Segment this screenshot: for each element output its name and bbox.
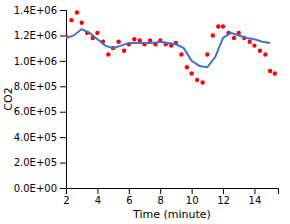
point (258, 48, 262, 52)
x-axis-label: Time (minute) (132, 208, 211, 221)
point (252, 43, 256, 47)
y-axis: 0.0E+00 2.0E+05 4.0E+05 6.0E+05 8.0E+05 1.0E+… (14, 5, 67, 194)
point (95, 31, 99, 35)
tick-label: 8 (158, 195, 164, 206)
point (75, 10, 79, 14)
tick-label: 1.0E+06 (14, 56, 57, 67)
tick: 1.2E+06 (14, 30, 66, 41)
y-axis-label: CO2 (2, 87, 15, 110)
tick: 1.4E+06 (14, 5, 66, 16)
tick-mark (60, 112, 66, 113)
tick-label: 4.0E+05 (14, 132, 57, 143)
line (66, 29, 270, 67)
point (179, 52, 183, 56)
point (106, 52, 110, 56)
tick: 14 (249, 188, 262, 206)
tick: 2 (63, 188, 69, 206)
tick: 1.0E+06 (14, 56, 66, 67)
tick-label: 12 (217, 195, 230, 206)
point (211, 33, 215, 37)
tick-mark (192, 188, 193, 194)
tick-label: 2 (63, 195, 69, 206)
tick-mark (60, 163, 66, 164)
tick-label: 2.0E+05 (14, 157, 57, 168)
tick-mark (129, 188, 130, 194)
point (148, 38, 152, 42)
tick-label: 1.4E+06 (14, 5, 57, 16)
tick-mark (254, 188, 255, 194)
point (189, 71, 193, 75)
tick-mark (97, 188, 98, 194)
tick-label: 6 (126, 195, 132, 206)
plot: 2 4 6 8 10 12 14 0.0E+00 2.0E+05 4.0E+05 6.0E+05 8.… (14, 5, 279, 206)
tick: 6.0E+05 (14, 106, 66, 117)
tick: 8 (158, 188, 164, 206)
tick-label: 8.0E+05 (14, 81, 57, 92)
point (273, 71, 277, 75)
tick-mark (60, 10, 66, 11)
point (221, 24, 225, 28)
point (195, 78, 199, 82)
point (200, 80, 204, 84)
point (80, 21, 84, 25)
tick-mark (60, 137, 66, 138)
point (185, 65, 189, 69)
tick: 12 (217, 188, 230, 206)
tick-mark (223, 188, 224, 194)
tick-mark (60, 188, 66, 189)
point (138, 38, 142, 42)
tick: 4.0E+05 (14, 132, 66, 143)
tick-mark (60, 86, 66, 87)
point (205, 52, 209, 56)
point (132, 37, 136, 41)
tick-mark (160, 188, 161, 194)
tick-label: 4 (95, 195, 101, 206)
x-axis: 2 4 6 8 10 12 14 (63, 188, 278, 206)
tick-mark (60, 61, 66, 62)
tick: 2.0E+05 (14, 157, 66, 168)
tick-label: 1.2E+06 (14, 30, 57, 41)
point (268, 69, 272, 73)
point (232, 36, 236, 40)
tick: 0.0E+00 (14, 183, 66, 194)
marks (66, 10, 277, 84)
tick-label: 14 (249, 195, 262, 206)
point (116, 40, 120, 44)
tick: 8.0E+05 (14, 81, 66, 92)
tick-label: 6.0E+05 (14, 106, 57, 117)
point (216, 24, 220, 28)
point (69, 18, 73, 22)
chart: 2 4 6 8 10 12 14 0.0E+00 2.0E+05 4.0E+05 6.0E+05 8.… (0, 0, 290, 224)
point (263, 52, 267, 56)
point (248, 40, 252, 44)
tick-label: 0.0E+00 (14, 183, 57, 194)
point (122, 48, 126, 52)
tick: 10 (186, 188, 199, 206)
axis-line (67, 189, 279, 195)
tick-mark (60, 35, 66, 36)
tick-label: 10 (186, 195, 199, 206)
tick: 6 (126, 188, 132, 206)
axis-line (60, 11, 67, 189)
tick: 4 (95, 188, 101, 206)
